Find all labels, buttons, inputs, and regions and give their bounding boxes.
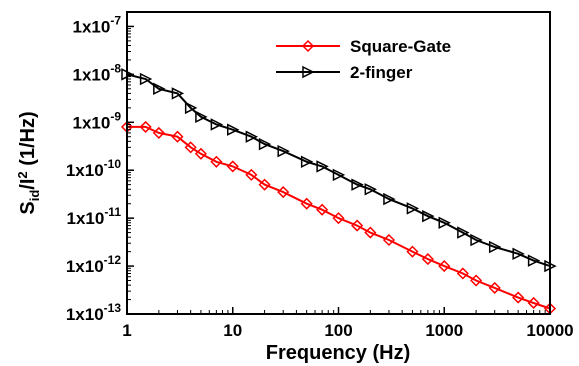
x-tick-label: 1	[122, 321, 131, 340]
x-axis: 1 10 100 1000 10000	[122, 307, 574, 340]
data-point	[438, 260, 451, 273]
data-point	[300, 197, 313, 210]
x-tick-label: 1000	[425, 321, 463, 340]
y-tick-label: 1x10-10	[66, 157, 121, 180]
data-point	[316, 160, 329, 173]
y-axis: 1x10-13 1x10-12 1x10-11 1x10-10 1x10-9 1x10-8…	[66, 13, 134, 324]
data-point	[245, 130, 259, 143]
legend-swatch-marker	[301, 39, 315, 53]
data-point	[184, 141, 197, 154]
data-point	[470, 233, 483, 247]
x-tick-label: 10	[223, 321, 242, 340]
data-point	[258, 137, 272, 151]
data-point	[245, 168, 258, 181]
series-square-gate	[120, 120, 557, 315]
data-point	[438, 216, 451, 230]
series-line	[126, 73, 551, 268]
data-point	[316, 203, 329, 216]
data-point	[184, 101, 198, 115]
data-point	[171, 130, 184, 143]
data-point	[332, 212, 345, 225]
data-point	[527, 254, 541, 267]
y-tick-label: 1x10-12	[66, 253, 121, 276]
data-point	[512, 291, 525, 304]
series-2-finger	[121, 68, 557, 273]
x-tick-label: 100	[324, 321, 352, 340]
data-point	[351, 178, 364, 191]
data-point	[195, 110, 208, 124]
data-point	[171, 87, 185, 100]
legend-swatch-marker	[302, 65, 315, 79]
data-point	[382, 233, 396, 247]
data-point	[139, 120, 152, 133]
data-point	[488, 240, 502, 254]
data-point	[406, 202, 420, 215]
data-point	[210, 155, 223, 168]
x-axis-title: Frequency (Hz)	[266, 342, 410, 364]
legend-label: Square-Gate	[350, 37, 451, 56]
y-tick-label: 1x10-13	[66, 301, 121, 324]
plot-frame	[126, 11, 551, 315]
data-point	[488, 281, 501, 294]
data-point	[422, 209, 435, 223]
data-point	[527, 296, 540, 310]
data-point	[383, 192, 396, 206]
data-point	[364, 183, 378, 196]
data-point	[277, 186, 290, 199]
data-point	[406, 245, 419, 258]
data-point	[194, 147, 207, 160]
data-point	[227, 123, 240, 136]
data-point	[421, 253, 434, 266]
y-axis-title: Sid/I2 (1/Hz)	[15, 111, 42, 214]
data-point	[258, 178, 271, 191]
data-point	[456, 267, 469, 280]
data-point	[226, 160, 239, 173]
data-point	[512, 247, 525, 261]
plot-content	[120, 68, 557, 315]
data-point	[277, 144, 290, 158]
legend-label: 2-finger	[350, 63, 413, 82]
data-point	[470, 274, 483, 287]
data-point	[351, 219, 364, 232]
data-point	[457, 226, 470, 239]
series-line	[127, 125, 551, 310]
data-point	[300, 155, 314, 168]
y-tick-label: 1x10-11	[66, 205, 121, 228]
legend: Square-Gate 2-finger	[276, 37, 451, 82]
data-point	[152, 126, 165, 139]
data-point	[153, 82, 166, 95]
data-point	[139, 72, 153, 86]
y-tick-label: 1x10-8	[73, 61, 122, 84]
y-tick-label: 1x10-7	[73, 13, 122, 36]
data-point	[210, 118, 224, 131]
y-tick-label: 1x10-9	[73, 109, 122, 132]
data-point	[364, 226, 377, 239]
data-point	[332, 168, 346, 182]
x-tick-label: 10000	[526, 321, 573, 340]
